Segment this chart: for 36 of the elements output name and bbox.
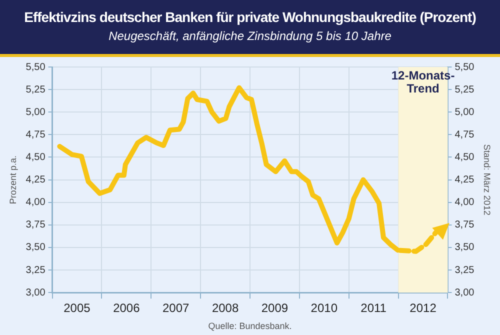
x-tick-label: 2010 xyxy=(310,301,338,316)
y2-tick-label: 5,50 xyxy=(454,62,475,73)
band-label: 12-Monats-Trend xyxy=(391,68,455,96)
x-tick-label: 2011 xyxy=(360,301,387,316)
x-tick-label: 2007 xyxy=(162,301,190,316)
x-tick-label: 2008 xyxy=(212,301,239,316)
y2-axis-title: Stand: März 2012 xyxy=(482,144,492,216)
y-tick-label: 3,25 xyxy=(26,264,46,276)
y-tick-label: 4,00 xyxy=(26,197,46,208)
chart-title: Effektivzins deutscher Banken für private Wohnungsbaukredite (Prozent) xyxy=(23,8,477,25)
y2-tick-label: 4,75 xyxy=(454,129,475,140)
y-tick-label: 5,00 xyxy=(26,106,46,118)
y-tick-label: 4,25 xyxy=(26,174,46,186)
y-tick-label: 4,75 xyxy=(26,129,46,140)
y-tick-label: 5,25 xyxy=(26,84,46,96)
y2-tick-label: 5,00 xyxy=(454,106,475,118)
y2-tick-label: 4,50 xyxy=(454,152,475,163)
source-note: Quelle: Bundesbank. xyxy=(208,320,292,331)
x-tick-label: 2012 xyxy=(410,301,437,316)
x-tick-label: 2005 xyxy=(64,301,91,316)
y-tick-label: 4,50 xyxy=(26,152,46,163)
y2-tick-label: 3,25 xyxy=(454,264,475,276)
y-tick-label: 3,00 xyxy=(26,287,46,298)
y-tick-label: 3,50 xyxy=(26,242,46,254)
x-tick-label: 2009 xyxy=(261,301,288,316)
y-tick-label: 5,50 xyxy=(26,62,46,73)
chart-subtitle: Neugeschäft, anfängliche Zinsbindung 5 bis 10 Jahre xyxy=(108,29,392,43)
y2-tick-label: 3,75 xyxy=(454,220,475,231)
y-axis-title: Prozent p.a. xyxy=(8,156,18,204)
y2-tick-label: 5,25 xyxy=(454,84,475,96)
x-tick-label: 2006 xyxy=(113,301,140,316)
y-tick-label: 3,75 xyxy=(26,220,46,231)
y2-tick-label: 3,50 xyxy=(454,242,475,254)
y2-tick-label: 4,25 xyxy=(454,174,475,186)
y2-tick-label: 3,00 xyxy=(454,287,475,298)
y2-tick-label: 4,00 xyxy=(454,197,475,208)
